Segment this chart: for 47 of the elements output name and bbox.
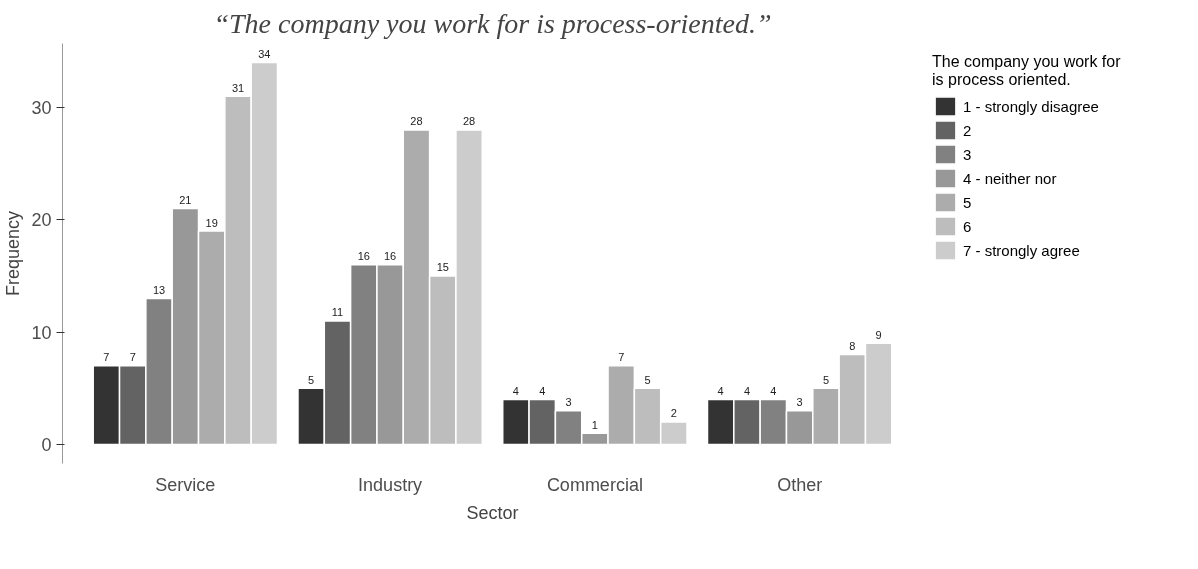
data-label: 3 <box>565 396 572 409</box>
data-label: 5 <box>308 373 315 386</box>
data-label: 7 <box>103 351 110 364</box>
data-label: 21 <box>179 194 192 207</box>
data-label: 3 <box>796 396 803 409</box>
x-tick-label: Commercial <box>546 474 643 495</box>
x-tick-label: Other <box>777 474 823 495</box>
chart-title: “The company you work for is process-oriented.” <box>213 7 772 39</box>
data-label: 5 <box>822 373 830 386</box>
y-tick-label: 30 <box>31 98 52 119</box>
data-label: 4 <box>770 385 777 397</box>
legend-label: 3 <box>963 145 973 163</box>
data-label: 34 <box>258 48 271 61</box>
data-label: 4 <box>717 385 724 397</box>
y-axis-title: Frequency <box>3 210 24 297</box>
data-label: 13 <box>152 283 166 296</box>
legend-label: 5 <box>963 193 973 211</box>
data-label: 4 <box>539 385 546 397</box>
data-label: 4 <box>743 385 751 397</box>
data-label: 28 <box>462 115 476 128</box>
data-label: 7 <box>618 351 625 364</box>
legend-label: 6 <box>963 217 973 235</box>
data-label: 9 <box>875 328 882 341</box>
legend-title: The company you work for is process oriented. <box>932 53 1121 89</box>
data-label: 16 <box>357 250 370 263</box>
data-label: 19 <box>205 216 218 229</box>
data-label: 2 <box>670 407 677 420</box>
data-label: 4 <box>512 385 519 397</box>
x-axis-title: Sector <box>466 502 519 523</box>
data-label: 28 <box>410 115 423 128</box>
data-label: 31 <box>231 81 245 94</box>
data-label: 1 <box>591 418 598 431</box>
y-tick-label: 0 <box>41 434 52 455</box>
legend-label: 7 - strongly agree <box>963 241 1080 259</box>
data-label: 7 <box>129 351 136 364</box>
data-label: 11 <box>331 306 344 319</box>
data-label: 8 <box>849 340 856 353</box>
y-tick-label: 20 <box>31 210 52 231</box>
data-label: 5 <box>644 373 651 386</box>
data-label: 16 <box>384 250 397 263</box>
legend-label: 4 - neither nor <box>963 169 1057 187</box>
y-tick-label: 10 <box>31 322 52 343</box>
x-tick-label: Industry <box>358 474 423 495</box>
legend-label: 2 <box>963 121 973 139</box>
legend-label: 1 - strongly disagree <box>963 97 1099 115</box>
x-tick-label: Service <box>155 474 216 495</box>
data-label: 15 <box>436 261 449 274</box>
